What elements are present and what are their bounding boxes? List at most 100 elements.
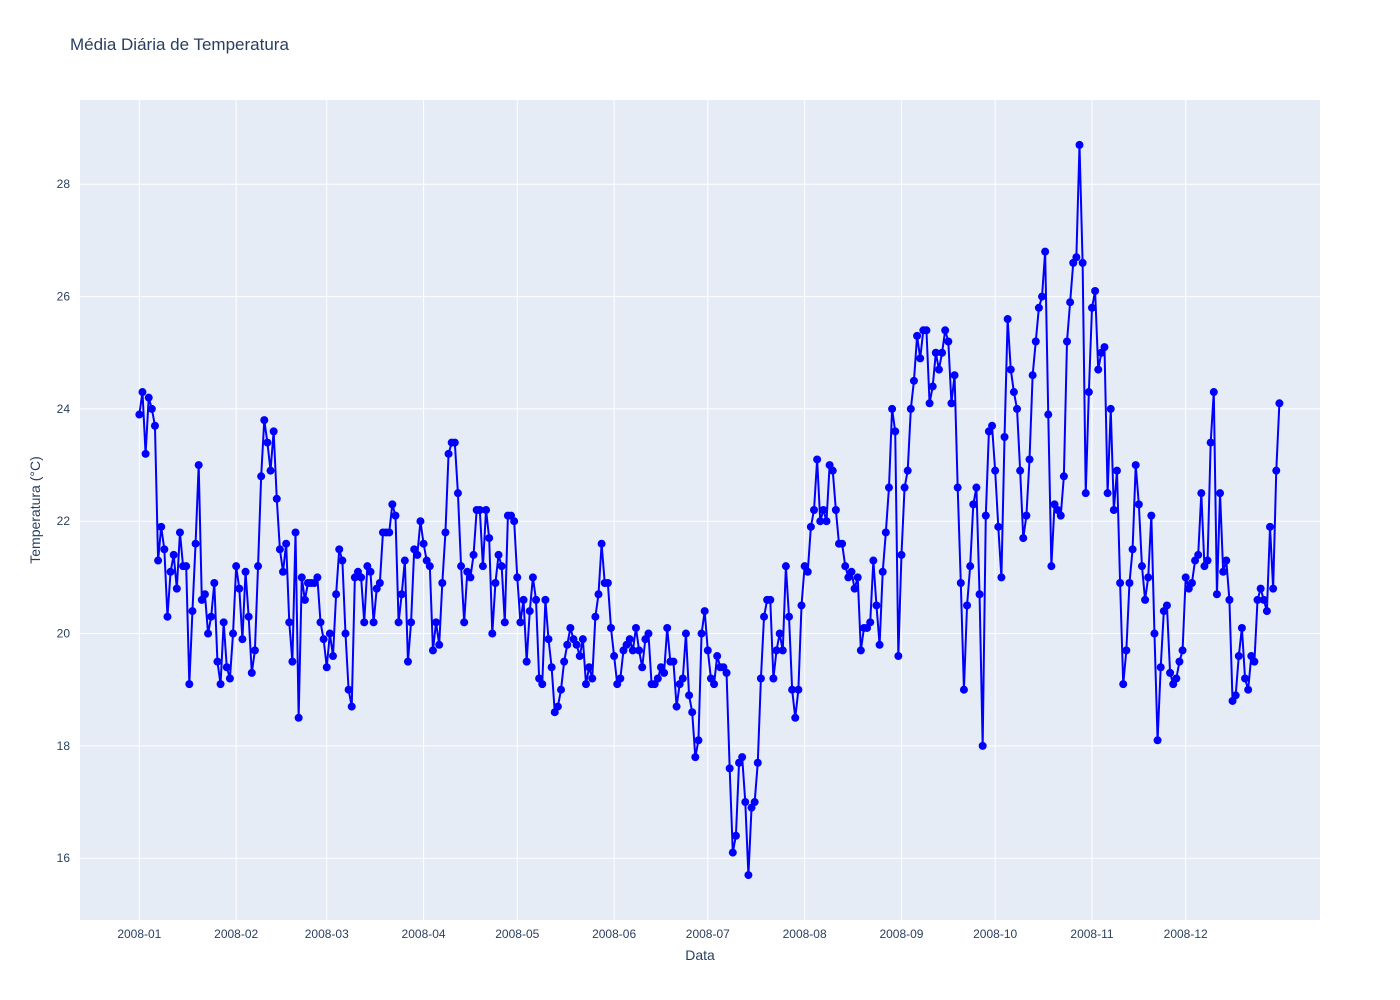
data-point xyxy=(241,567,250,576)
data-point xyxy=(457,562,466,571)
data-point xyxy=(538,680,547,689)
data-point xyxy=(1006,365,1015,374)
data-point xyxy=(778,646,787,655)
data-point xyxy=(557,685,566,694)
data-point xyxy=(316,618,325,627)
data-point xyxy=(878,567,887,576)
data-point xyxy=(841,562,850,571)
data-point xyxy=(688,708,697,717)
data-point xyxy=(728,848,737,857)
data-point xyxy=(869,556,878,565)
data-point xyxy=(322,663,331,672)
data-point xyxy=(1084,388,1093,397)
data-point xyxy=(360,618,369,627)
y-tick-label: 20 xyxy=(57,627,71,641)
data-point xyxy=(1156,663,1165,672)
x-tick-label: 2008-01 xyxy=(117,927,161,941)
data-point xyxy=(519,595,528,604)
data-point xyxy=(988,421,997,430)
x-tick-label: 2008-09 xyxy=(879,927,923,941)
data-point xyxy=(831,506,840,514)
data-point xyxy=(566,623,575,632)
data-point xyxy=(1137,562,1146,571)
data-point xyxy=(1056,511,1065,520)
data-point xyxy=(1128,545,1137,554)
data-point xyxy=(1175,657,1184,666)
data-point xyxy=(163,612,172,621)
data-point xyxy=(466,573,475,582)
data-point xyxy=(850,584,859,593)
x-axis-title: Data xyxy=(685,947,715,963)
x-tick-label: 2008-06 xyxy=(592,927,636,941)
data-point xyxy=(797,601,806,610)
data-point xyxy=(959,685,968,694)
data-point xyxy=(881,528,890,537)
data-point xyxy=(263,438,272,447)
data-point xyxy=(722,668,731,677)
data-point xyxy=(741,798,750,807)
data-point xyxy=(428,646,437,655)
data-point xyxy=(816,517,825,526)
data-point xyxy=(216,680,225,689)
y-axis-title: Temperatura (°C) xyxy=(27,456,43,564)
data-point xyxy=(144,393,153,402)
data-point xyxy=(1150,629,1159,638)
data-point xyxy=(288,657,297,666)
data-point xyxy=(400,556,409,565)
data-point xyxy=(953,483,962,492)
data-point xyxy=(1197,489,1206,498)
data-point xyxy=(1166,668,1175,677)
data-point xyxy=(1019,534,1028,543)
data-point xyxy=(166,567,175,576)
data-point xyxy=(947,399,956,408)
data-point xyxy=(866,618,875,627)
data-point xyxy=(1091,286,1100,295)
data-point xyxy=(900,483,909,492)
x-tick-label: 2008-11 xyxy=(1070,927,1113,941)
data-point xyxy=(847,567,856,576)
data-point xyxy=(806,522,815,531)
data-point xyxy=(822,517,831,526)
axes: 16 18 20 22 24 26 28 2008-01 2008-02 2008-03 2008-… xyxy=(57,177,1208,941)
y-tick-label: 28 xyxy=(57,177,71,191)
data-point xyxy=(710,680,719,689)
data-point xyxy=(329,652,337,661)
data-point xyxy=(669,657,678,666)
data-point xyxy=(285,618,294,627)
data-point xyxy=(172,584,181,593)
data-point xyxy=(694,736,703,745)
data-point xyxy=(1250,657,1259,666)
data-point xyxy=(1144,573,1153,582)
data-point xyxy=(235,584,244,593)
data-point xyxy=(725,764,734,773)
data-point xyxy=(978,741,987,750)
data-point xyxy=(175,528,184,537)
data-point xyxy=(1047,562,1056,571)
data-point xyxy=(1028,371,1037,380)
data-point xyxy=(1178,646,1187,655)
data-point xyxy=(1231,691,1240,700)
data-point xyxy=(138,388,147,397)
data-point xyxy=(738,753,747,762)
data-point xyxy=(238,635,247,644)
data-point xyxy=(791,713,800,722)
data-point xyxy=(532,595,541,604)
data-point xyxy=(1013,404,1022,413)
data-point xyxy=(200,590,209,599)
data-point xyxy=(547,663,556,672)
data-point xyxy=(638,663,647,672)
data-point xyxy=(141,449,150,458)
data-point xyxy=(603,579,612,588)
data-point xyxy=(591,612,600,621)
data-point xyxy=(931,348,940,357)
data-point xyxy=(635,646,644,655)
data-point xyxy=(1103,489,1112,498)
data-point xyxy=(760,612,769,621)
data-point xyxy=(1000,432,1009,441)
data-point xyxy=(369,618,378,627)
data-point xyxy=(154,556,163,565)
data-point xyxy=(1209,388,1218,397)
data-point xyxy=(191,539,200,548)
data-point xyxy=(435,640,444,649)
data-point xyxy=(229,629,238,638)
